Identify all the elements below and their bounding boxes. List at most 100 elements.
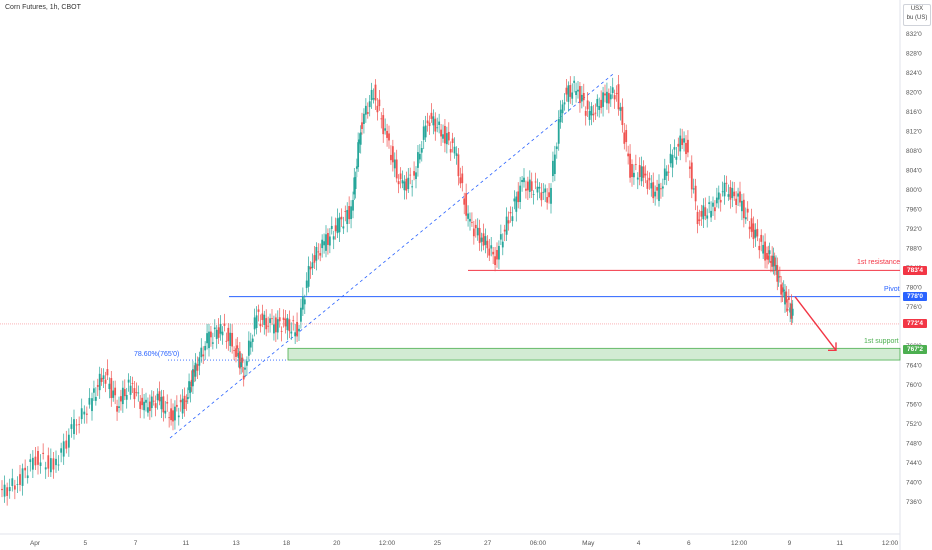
candle-body bbox=[465, 193, 468, 216]
candle-body bbox=[57, 464, 60, 466]
candle-body bbox=[259, 323, 262, 327]
candle-body bbox=[11, 478, 14, 486]
support-zone bbox=[287, 347, 901, 361]
candle-body bbox=[166, 402, 169, 404]
y-tick-label: 756'0 bbox=[906, 401, 922, 408]
candle-body bbox=[213, 327, 216, 330]
candle-body bbox=[192, 369, 194, 387]
candle-body bbox=[449, 149, 452, 153]
candle-body bbox=[323, 241, 325, 246]
candle-body bbox=[461, 173, 464, 184]
candle-body bbox=[652, 182, 655, 199]
candle-body bbox=[242, 375, 245, 380]
candle-body bbox=[499, 234, 502, 240]
candle-body bbox=[26, 475, 29, 479]
candle-body bbox=[273, 324, 275, 334]
candle-body bbox=[34, 456, 37, 466]
candle-body bbox=[372, 98, 375, 100]
candle-body bbox=[190, 379, 193, 387]
candle-body bbox=[683, 138, 685, 143]
candle-body bbox=[714, 207, 716, 212]
candle-body bbox=[395, 159, 398, 179]
candle-body bbox=[131, 383, 134, 384]
candle-body bbox=[715, 197, 718, 204]
candle-body bbox=[380, 118, 383, 120]
candle-body bbox=[704, 207, 707, 217]
candle-body bbox=[498, 245, 500, 260]
candle-body bbox=[183, 395, 186, 410]
candle-body bbox=[442, 134, 444, 139]
x-tick-label: 18 bbox=[283, 540, 291, 547]
candle-body bbox=[114, 387, 117, 396]
y-tick-label: 812'0 bbox=[906, 128, 922, 135]
candle-body bbox=[261, 313, 264, 321]
unit-selector[interactable]: USX bu (US) bbox=[903, 4, 931, 26]
candle-body bbox=[6, 487, 9, 496]
candle-body bbox=[777, 276, 780, 278]
candle-body bbox=[432, 116, 435, 126]
candle-body bbox=[317, 251, 320, 253]
candle-body bbox=[1, 488, 3, 491]
candle-body bbox=[646, 180, 649, 189]
candle-body bbox=[613, 95, 616, 100]
candle-body bbox=[342, 226, 345, 229]
candle-body bbox=[453, 146, 456, 154]
candle-body bbox=[24, 467, 27, 471]
candle-body bbox=[509, 211, 512, 214]
candle-body bbox=[330, 225, 333, 229]
candle-body bbox=[397, 181, 400, 185]
resistance-label: 1st resistance bbox=[857, 259, 901, 267]
candle-body bbox=[731, 188, 734, 198]
candle-body bbox=[741, 200, 743, 212]
candle-body bbox=[665, 171, 668, 176]
candle-body bbox=[434, 118, 437, 132]
candle-body bbox=[386, 130, 388, 138]
candle-body bbox=[781, 287, 784, 293]
candle-body bbox=[338, 217, 341, 233]
candle-body bbox=[451, 138, 454, 144]
y-tick-label: 796'0 bbox=[906, 206, 922, 213]
candle-body bbox=[754, 229, 757, 238]
candle-body bbox=[325, 234, 327, 251]
candle-body bbox=[472, 228, 475, 237]
candle-body bbox=[370, 89, 373, 101]
candle-body bbox=[725, 182, 728, 184]
candle-body bbox=[760, 234, 763, 242]
candle-body bbox=[65, 440, 68, 449]
candle-body bbox=[47, 455, 50, 469]
candle-body bbox=[361, 122, 363, 129]
candle-body bbox=[444, 125, 446, 144]
candle-body bbox=[393, 159, 396, 169]
candle-body bbox=[634, 164, 637, 166]
y-tick-label: 816'0 bbox=[906, 109, 922, 116]
candle-body bbox=[110, 378, 113, 399]
candle-body bbox=[782, 289, 785, 292]
y-tick-label: 808'0 bbox=[906, 148, 922, 155]
candle-body bbox=[687, 139, 689, 153]
candle-body bbox=[737, 193, 739, 197]
candle-body bbox=[501, 241, 504, 248]
candle-body bbox=[573, 80, 576, 83]
candle-body bbox=[196, 364, 199, 371]
candle-body bbox=[276, 319, 279, 333]
candle-body bbox=[390, 154, 392, 161]
candle-body bbox=[418, 153, 421, 160]
candle-body bbox=[374, 84, 377, 101]
candle-body bbox=[411, 186, 414, 188]
candle-body bbox=[181, 398, 184, 414]
candle-body bbox=[133, 388, 136, 400]
candle-body bbox=[445, 133, 448, 145]
candle-body bbox=[710, 210, 712, 218]
candle-body bbox=[488, 248, 491, 256]
candle-body bbox=[366, 112, 369, 114]
candle-body bbox=[211, 342, 214, 344]
candle-body bbox=[729, 187, 732, 200]
candle-body bbox=[457, 154, 460, 177]
candle-body bbox=[116, 406, 118, 412]
candle-body bbox=[257, 309, 260, 312]
candle-body bbox=[284, 318, 287, 327]
candle-body bbox=[536, 186, 539, 193]
candle-body bbox=[37, 450, 39, 465]
candle-body bbox=[194, 362, 197, 377]
